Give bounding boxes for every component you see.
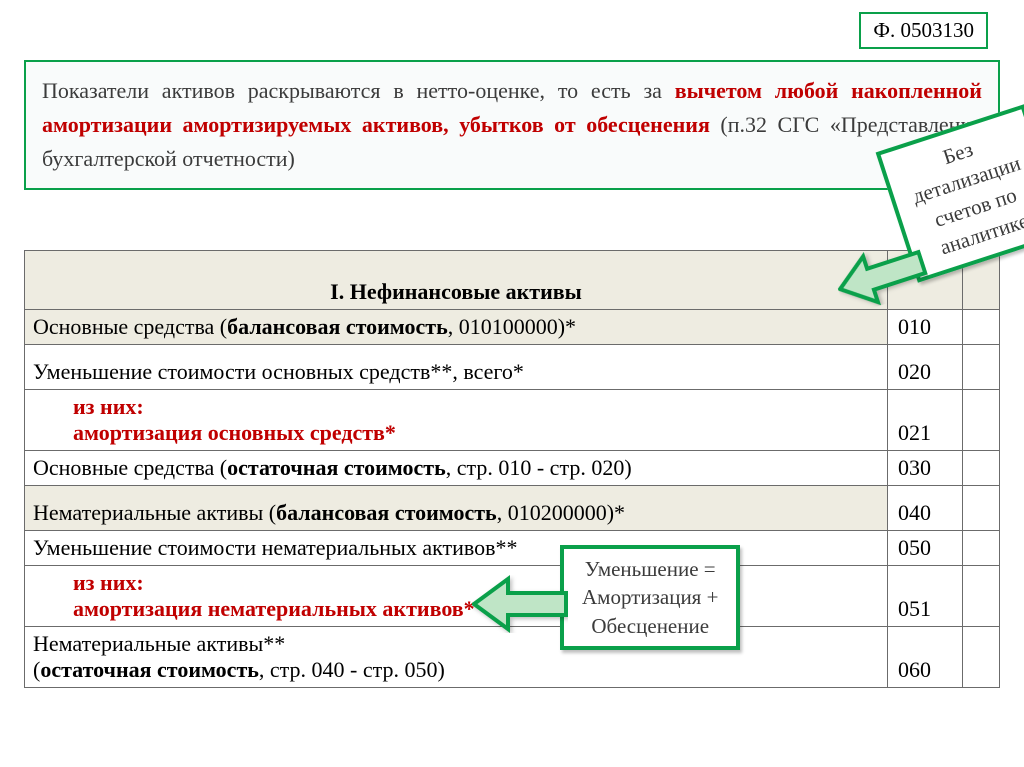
table-row: Основные средства (балансовая стоимость,…	[25, 310, 1000, 345]
r021-l2: амортизация основных средств*	[33, 420, 396, 446]
r060-c: , стр. 040 - стр. 050)	[259, 657, 445, 682]
row-040-label: Нематериальные активы (балансовая стоимо…	[25, 486, 888, 531]
row-020-label: Уменьшение стоимости основных средств**,…	[25, 345, 888, 390]
callout-lower-line3: Обесценение	[582, 612, 718, 640]
r051-l2: амортизация нематериальных активов*	[33, 596, 475, 622]
r040-c: , 010200000)*	[497, 500, 625, 525]
row-060-label: Нематериальные активы** (остаточная стои…	[25, 627, 888, 688]
row-021-code: 021	[888, 390, 963, 451]
r010-c: , 010100000)*	[448, 314, 576, 339]
r030-a: Основные средства (	[33, 455, 227, 480]
table-row: Основные средства (остаточная стоимость,…	[25, 451, 1000, 486]
row-051-label: из них: амортизация нематериальных актив…	[25, 566, 888, 627]
row-040-tail	[963, 486, 1000, 531]
row-030-label: Основные средства (остаточная стоимость,…	[25, 451, 888, 486]
section-title: I. Нефинансовые активы	[25, 251, 888, 310]
row-051-code: 051	[888, 566, 963, 627]
row-020-tail	[963, 345, 1000, 390]
table-row: Уменьшение стоимости нематериальных акти…	[25, 531, 1000, 566]
r010-a: Основные средства (	[33, 314, 227, 339]
table-row: из них: амортизация основных средств* 02…	[25, 390, 1000, 451]
row-021-label: из них: амортизация основных средств*	[25, 390, 888, 451]
row-020-code: 020	[888, 345, 963, 390]
r030-c: , стр. 010 - стр. 020)	[446, 455, 632, 480]
row-060-tail	[963, 627, 1000, 688]
intro-text-box: Показатели активов раскрываются в нетто-…	[24, 60, 1000, 190]
row-010-label: Основные средства (балансовая стоимость,…	[25, 310, 888, 345]
form-code-badge: Ф. 0503130	[859, 12, 988, 49]
callout-lower-line2: Амортизация +	[582, 583, 718, 611]
row-060-code: 060	[888, 627, 963, 688]
row-051-tail	[963, 566, 1000, 627]
table-row: Нематериальные активы** (остаточная стои…	[25, 627, 1000, 688]
row-021-tail	[963, 390, 1000, 451]
table-row: Нематериальные активы (балансовая стоимо…	[25, 486, 1000, 531]
row-050-tail	[963, 531, 1000, 566]
r051-l1: из них:	[33, 570, 144, 596]
r040-a: Нематериальные активы (	[33, 500, 276, 525]
r021-l1: из них:	[33, 394, 144, 420]
table-row: Уменьшение стоимости основных средств**,…	[25, 345, 1000, 390]
callout-decrease-formula: Уменьшение = Амортизация + Обесценение	[560, 545, 740, 650]
r060-a: Нематериальные активы**	[33, 631, 285, 656]
section-title-text: I. Нефинансовые активы	[330, 279, 582, 304]
row-030-tail	[963, 451, 1000, 486]
callout-decrease-box: Уменьшение = Амортизация + Обесценение	[560, 545, 740, 650]
r030-b: остаточная стоимость	[227, 455, 446, 480]
r010-b: балансовая стоимость	[227, 314, 448, 339]
row-010-tail	[963, 310, 1000, 345]
r060-b: остаточная стоимость	[40, 657, 259, 682]
callout-lower-line1: Уменьшение =	[582, 555, 718, 583]
row-040-code: 040	[888, 486, 963, 531]
r040-b: балансовая стоимость	[276, 500, 497, 525]
row-050-label: Уменьшение стоимости нематериальных акти…	[25, 531, 888, 566]
arrow-left-icon	[472, 575, 568, 633]
row-010-code: 010	[888, 310, 963, 345]
row-050-code: 050	[888, 531, 963, 566]
row-030-code: 030	[888, 451, 963, 486]
intro-plain-1: Показатели активов раскрываются в нетто-…	[42, 78, 675, 103]
